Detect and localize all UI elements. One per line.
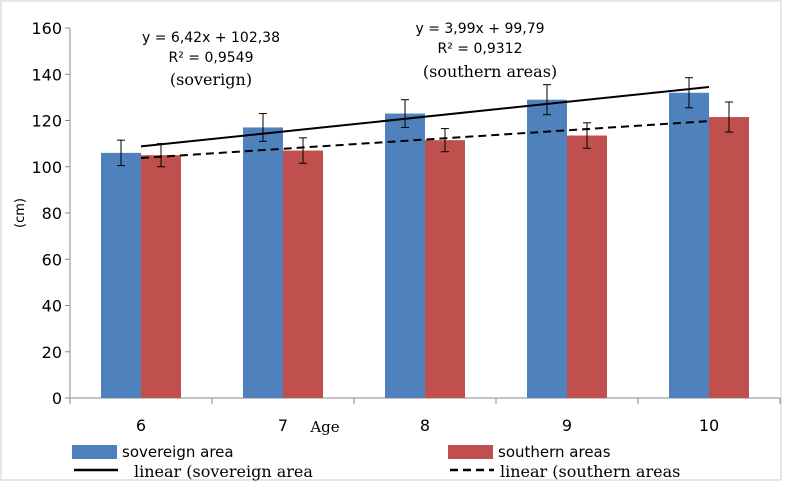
sovereign-trend-r2: R² = 0,9549 — [169, 50, 254, 66]
y-tick-label: 0 — [52, 389, 62, 408]
bar — [283, 150, 323, 398]
x-ticks: 6 7 8 9 10 — [69, 398, 781, 435]
legend-label-southern-trend: linear (southern areas — [500, 462, 680, 481]
x-tick-label: 10 — [699, 416, 719, 435]
bar — [567, 135, 607, 398]
bar — [527, 99, 567, 398]
y-tick-label: 100 — [31, 158, 62, 177]
legend-label-southern: southern areas — [498, 443, 611, 461]
x-tick-label: 9 — [562, 416, 572, 435]
bar — [669, 92, 709, 398]
x-tick-label: 8 — [420, 416, 430, 435]
bar — [385, 113, 425, 398]
bar — [243, 127, 283, 398]
legend-label-sovereign-trend: linear (sovereign area — [134, 462, 313, 481]
bar — [709, 117, 749, 398]
bar — [141, 155, 181, 398]
trendline-southern — [140, 120, 710, 160]
y-tick-label: 80 — [42, 204, 62, 223]
bar — [101, 152, 141, 398]
y-tick-label: 20 — [42, 343, 62, 362]
y-tick-label: 60 — [42, 250, 62, 269]
southern-trend-equation: y = 3,99x + 99,79 — [415, 21, 544, 37]
y-ticks: 0 20 40 60 80 100 120 140 160 — [31, 19, 70, 408]
bar — [425, 140, 465, 398]
trendlines — [140, 86, 710, 160]
legend: sovereign area southern areas linear (so… — [72, 443, 680, 481]
y-axis-label: (cm) — [13, 198, 28, 228]
trendline-sovereign — [140, 86, 710, 148]
x-tick-label: 7 — [278, 416, 288, 435]
sovereign-trend-equation: y = 6,42x + 102,38 — [142, 30, 280, 46]
y-tick-label: 140 — [31, 65, 62, 84]
y-tick-label: 120 — [31, 112, 62, 131]
legend-swatch-southern — [448, 445, 493, 459]
sovereign-trend-label: (soverign) — [170, 70, 252, 89]
bars — [101, 92, 749, 398]
x-tick-label: 6 — [136, 416, 146, 435]
legend-swatch-sovereign — [72, 445, 117, 459]
southern-trend-label: (southern areas) — [423, 62, 557, 81]
y-tick-label: 40 — [42, 297, 62, 316]
x-axis-label: Age — [309, 418, 339, 436]
y-tick-label: 160 — [31, 19, 62, 38]
legend-label-sovereign: sovereign area — [122, 443, 234, 461]
southern-trend-r2: R² = 0,9312 — [438, 41, 523, 57]
